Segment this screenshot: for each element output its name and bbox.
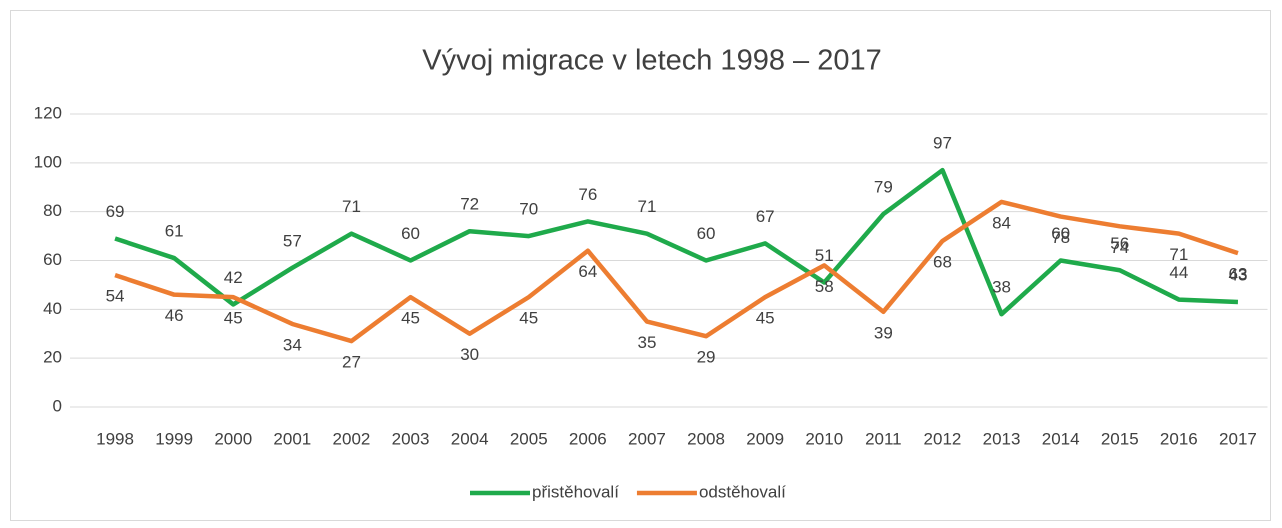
legend-label: odstěhovalí [699,482,786,501]
data-label: 69 [106,202,125,221]
x-tick-label: 2014 [1042,429,1080,448]
x-tick-label: 2008 [687,429,725,448]
series-line [114,199,1239,344]
data-label: 67 [756,207,775,226]
series-line [114,167,1239,317]
data-label: 74 [1110,238,1129,257]
data-label: 45 [519,309,538,328]
chart-title: Vývoj migrace v letech 1998 – 2017 [422,45,881,77]
data-label: 84 [992,213,1011,232]
x-tick-label: 2013 [983,429,1021,448]
data-label: 46 [165,306,184,325]
y-tick-label: 40 [43,299,62,318]
x-tick-label: 2005 [510,429,548,448]
x-tick-label: 2011 [865,429,902,448]
y-tick-label: 80 [43,201,62,220]
data-label: 45 [756,309,775,328]
y-tick-label: 20 [43,348,62,367]
x-tick-label: 2007 [628,429,666,448]
x-tick-label: 2016 [1160,429,1198,448]
data-label: 30 [460,345,479,364]
data-label: 39 [874,323,893,342]
x-tick-label: 2012 [924,429,962,448]
data-label: 78 [1051,228,1070,247]
y-tick-label: 60 [43,250,62,269]
chart-border [10,10,1271,521]
y-tick-label: 100 [34,152,62,171]
data-label: 44 [1169,263,1188,282]
data-label: 29 [697,348,716,367]
data-label: 97 [933,134,952,153]
x-tick-label: 2004 [451,429,489,448]
x-tick-label: 2002 [333,429,371,448]
data-label: 45 [224,309,243,328]
x-tick-label: 2015 [1101,429,1139,448]
data-label: 71 [1169,245,1188,264]
data-label: 72 [460,195,479,214]
data-label: 79 [874,178,893,197]
data-label: 45 [401,309,420,328]
data-label: 68 [933,252,952,271]
x-tick-label: 1998 [96,429,134,448]
data-label: 76 [578,185,597,204]
y-tick-label: 120 [34,103,62,122]
data-label: 42 [224,268,243,287]
data-label: 60 [697,224,716,243]
data-label: 57 [283,231,302,250]
data-label: 70 [519,200,538,219]
data-label: 60 [1051,224,1070,243]
x-tick-label: 2006 [569,429,607,448]
data-label: 58 [815,277,834,296]
x-tick-label: 2009 [746,429,784,448]
data-label: 35 [637,333,656,352]
data-label: 61 [165,222,184,241]
data-label: 60 [401,224,420,243]
data-label: 54 [106,287,125,306]
data-label: 38 [992,278,1011,297]
data-label: 71 [637,197,656,216]
x-tick-label: 2017 [1219,429,1257,448]
y-tick-label: 0 [53,396,62,415]
x-tick-label: 2010 [805,429,843,448]
x-tick-label: 2003 [392,429,430,448]
legend-label: přistěhovalí [532,482,619,501]
x-tick-label: 2000 [214,429,252,448]
data-label: 34 [283,335,302,354]
data-label: 63 [1228,265,1247,284]
x-tick-label: 1999 [155,429,193,448]
data-label: 51 [815,246,834,265]
data-label: 27 [342,353,361,372]
data-label: 71 [342,197,361,216]
data-label: 43 [1228,265,1247,284]
x-tick-label: 2001 [273,429,311,448]
data-label: 64 [578,262,597,281]
data-label: 56 [1110,234,1129,253]
